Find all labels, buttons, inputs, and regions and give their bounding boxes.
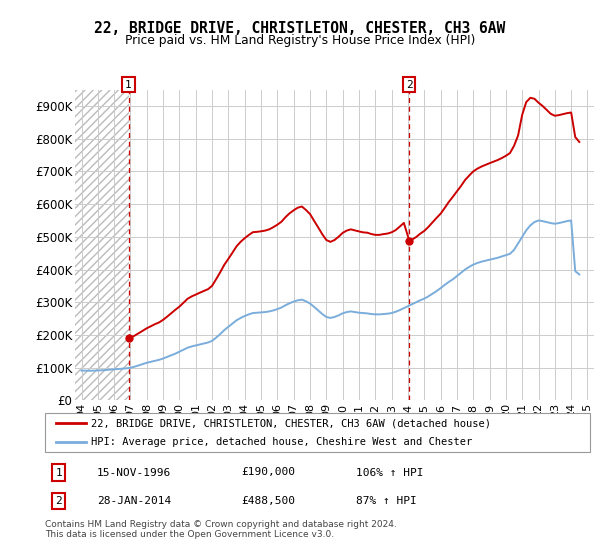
Text: Contains HM Land Registry data © Crown copyright and database right 2024.
This d: Contains HM Land Registry data © Crown c…	[45, 520, 397, 539]
Text: HPI: Average price, detached house, Cheshire West and Chester: HPI: Average price, detached house, Ches…	[91, 437, 473, 446]
Text: 106% ↑ HPI: 106% ↑ HPI	[356, 468, 424, 478]
Text: £190,000: £190,000	[242, 468, 296, 478]
Text: 28-JAN-2014: 28-JAN-2014	[97, 496, 171, 506]
Text: 15-NOV-1996: 15-NOV-1996	[97, 468, 171, 478]
Text: Price paid vs. HM Land Registry's House Price Index (HPI): Price paid vs. HM Land Registry's House …	[125, 34, 475, 46]
Text: 2: 2	[55, 496, 62, 506]
Text: 22, BRIDGE DRIVE, CHRISTLETON, CHESTER, CH3 6AW: 22, BRIDGE DRIVE, CHRISTLETON, CHESTER, …	[94, 21, 506, 36]
Text: 22, BRIDGE DRIVE, CHRISTLETON, CHESTER, CH3 6AW (detached house): 22, BRIDGE DRIVE, CHRISTLETON, CHESTER, …	[91, 418, 491, 428]
Text: 2: 2	[406, 80, 413, 90]
Bar	[75, 90, 128, 400]
FancyBboxPatch shape	[45, 413, 590, 452]
Text: 87% ↑ HPI: 87% ↑ HPI	[356, 496, 417, 506]
Text: £488,500: £488,500	[242, 496, 296, 506]
Text: 1: 1	[55, 468, 62, 478]
Bar	[75, 90, 128, 400]
Text: 1: 1	[125, 80, 132, 90]
